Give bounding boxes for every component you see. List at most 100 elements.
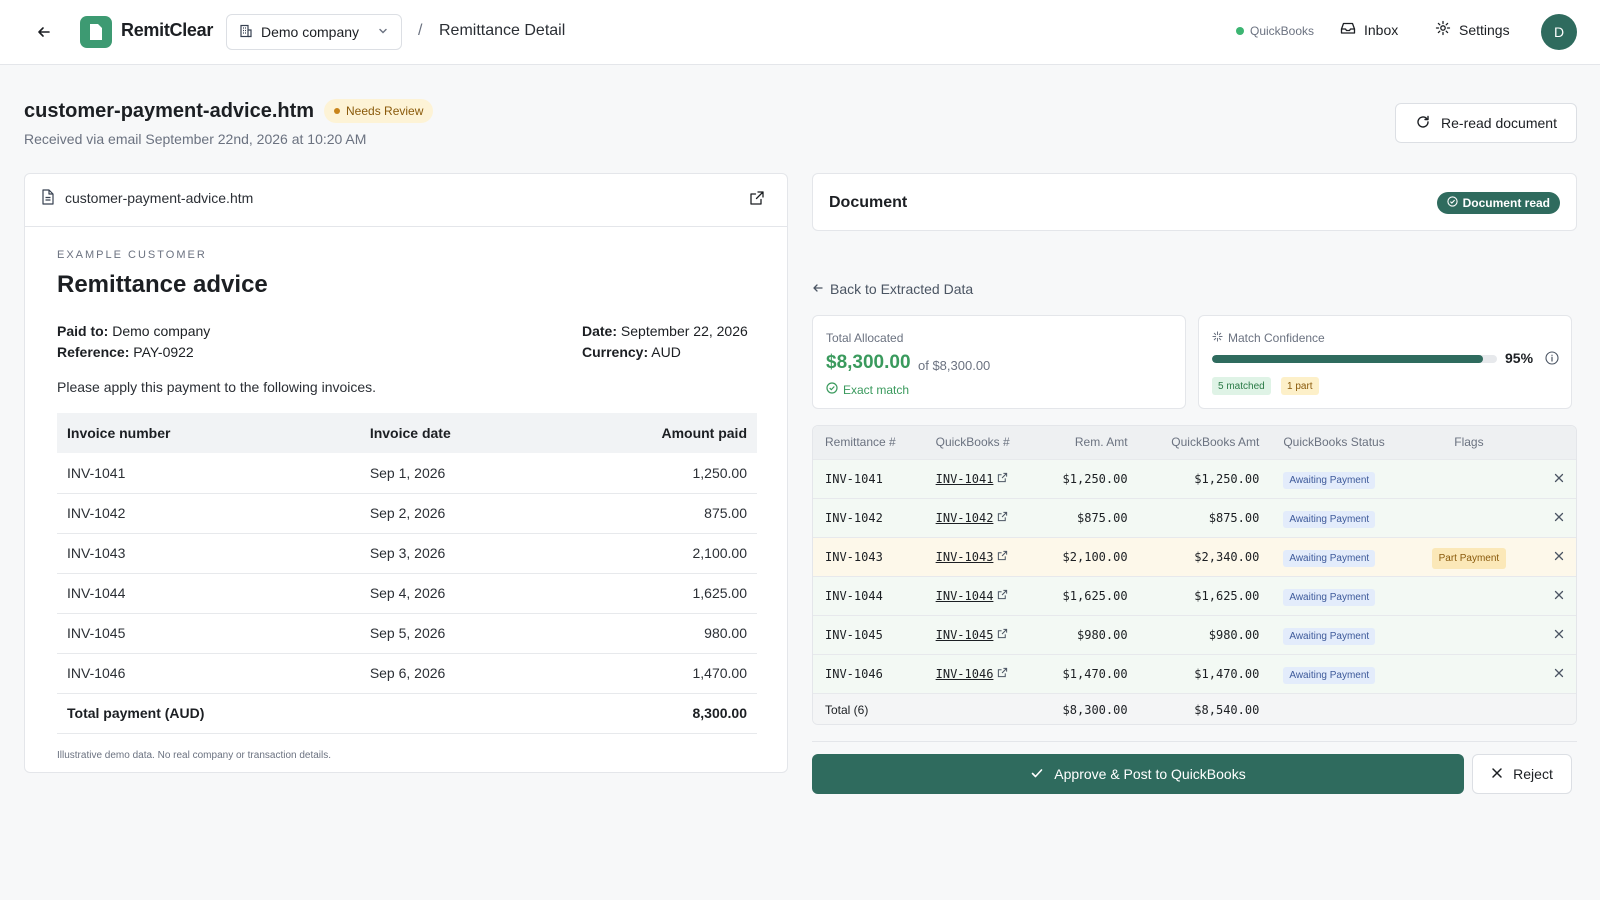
document-preview-header: customer-payment-advice.htm (25, 174, 787, 227)
inbox-link[interactable]: Inbox (1340, 20, 1398, 39)
reference-value: PAY-0922 (133, 344, 194, 360)
check-icon (1030, 766, 1044, 783)
cell-flags (1419, 575, 1519, 615)
date-label: Date: (582, 323, 618, 339)
match-table: Remittance # QuickBooks # Rem. Amt Quick… (813, 426, 1576, 724)
cell-date: Sep 3, 2026 (359, 533, 554, 574)
allocated-amount: $8,300.00 (826, 352, 911, 373)
cell-remittance: INV-1044 (813, 575, 924, 615)
app-name[interactable]: RemitClear (121, 20, 214, 40)
back-to-extracted-link[interactable]: Back to Extracted Data (812, 281, 973, 297)
invoice-table-header: Invoice number Invoice date Amount paid (57, 413, 757, 453)
reread-document-button[interactable]: Re-read document (1395, 103, 1577, 143)
cell-flags (1419, 458, 1519, 498)
cell-qb-number: INV-1042 (923, 497, 1031, 537)
table-row: INV-1044 INV-1044 $1,625.00 $1,625.00 Aw… (813, 575, 1576, 615)
external-link-icon (997, 550, 1008, 564)
received-info: Received via email September 22nd, 2026 … (24, 131, 367, 147)
qb-invoice-link[interactable]: INV-1041 (936, 472, 1009, 486)
qb-invoice-text: INV-1046 (935, 666, 994, 681)
user-avatar[interactable]: D (1541, 14, 1577, 50)
check-circle-icon (1447, 196, 1458, 210)
qb-invoice-link[interactable]: INV-1044 (936, 589, 1009, 603)
external-link-icon[interactable] (749, 190, 765, 211)
table-row: INV-1042 INV-1042 $875.00 $875.00 Awaiti… (813, 497, 1576, 537)
doc-footnote: Illustrative demo data. No real company … (57, 749, 332, 761)
info-icon[interactable] (1545, 351, 1559, 370)
remove-row-icon[interactable] (1554, 668, 1564, 678)
cell-qb-amt: $980.00 (1139, 614, 1272, 654)
qb-invoice-link[interactable]: INV-1046 (936, 667, 1009, 681)
currency-label: Currency: (582, 344, 649, 360)
reject-label: Reject (1513, 766, 1553, 782)
external-link-icon (997, 628, 1008, 642)
remove-row-icon[interactable] (1554, 512, 1564, 522)
approve-post-button[interactable]: Approve & Post to QuickBooks (812, 754, 1464, 794)
confidence-label: Match Confidence (1228, 331, 1325, 345)
cell-amount: 1,470.00 (553, 653, 757, 694)
breadcrumb-current: Remittance Detail (439, 22, 566, 39)
status-label: Needs Review (346, 104, 424, 118)
cell-invoice: INV-1045 (57, 613, 360, 654)
cell-amount: 2,100.00 (553, 533, 757, 574)
breadcrumb-separator: / (418, 22, 423, 39)
total-spacer (1518, 692, 1576, 724)
chevron-down-icon (377, 24, 389, 40)
app-logo-icon[interactable] (80, 16, 112, 48)
cell-status: Awaiting Payment (1271, 653, 1420, 693)
total-label: Total (6) (813, 692, 924, 724)
cell-qb-amt: $1,625.00 (1139, 575, 1272, 615)
cell-qb-number: INV-1041 (923, 458, 1031, 498)
cell-status: Awaiting Payment (1271, 497, 1420, 537)
remove-row-icon[interactable] (1554, 551, 1564, 561)
cell-qb-amt: $875.00 (1139, 497, 1272, 537)
qb-invoice-link[interactable]: INV-1045 (936, 628, 1009, 642)
sparkle-icon (1212, 331, 1223, 345)
currency-value: AUD (651, 344, 681, 360)
col-rem-amt: Rem. Amt (1030, 426, 1140, 459)
cell-date: Sep 5, 2026 (359, 613, 554, 654)
cell-status: Awaiting Payment (1271, 536, 1420, 576)
cell-status: Awaiting Payment (1271, 614, 1420, 654)
paid-to-label: Paid to: (57, 323, 109, 339)
cell-date: Sep 4, 2026 (359, 573, 554, 614)
exact-match-label: Exact match (843, 382, 910, 397)
cell-qb-number: INV-1043 (923, 536, 1031, 576)
cell-invoice: INV-1046 (57, 653, 360, 694)
qb-invoice-link[interactable]: INV-1042 (936, 511, 1009, 525)
table-row: INV-1042 Sep 2, 2026 875.00 (57, 493, 757, 534)
document-card: Document Document read (812, 173, 1577, 231)
cell-date: Sep 6, 2026 (359, 653, 554, 694)
cell-invoice: INV-1043 (57, 533, 360, 574)
cell-status: Awaiting Payment (1271, 575, 1420, 615)
qb-invoice-link[interactable]: INV-1043 (936, 550, 1009, 564)
cell-remittance: INV-1042 (813, 497, 924, 537)
doc-instruction: Please apply this payment to the followi… (57, 379, 377, 395)
document-card-title: Document (829, 194, 908, 211)
status-badge: Needs Review (324, 99, 434, 123)
table-row: INV-1046 INV-1046 $1,470.00 $1,470.00 Aw… (813, 653, 1576, 693)
doc-kicker: EXAMPLE CUSTOMER (57, 249, 207, 261)
total-spacer (359, 693, 554, 734)
settings-link[interactable]: Settings (1435, 20, 1510, 39)
part-payment-flag: Part Payment (1431, 547, 1507, 569)
check-circle-icon (826, 382, 838, 397)
refresh-icon (1415, 114, 1431, 133)
document-read-label: Document read (1462, 196, 1550, 210)
reject-button[interactable]: Reject (1472, 754, 1572, 794)
external-link-icon (997, 472, 1008, 486)
table-row: INV-1041 Sep 1, 2026 1,250.00 (57, 453, 757, 494)
company-selector[interactable]: Demo company (226, 14, 402, 50)
remove-row-icon[interactable] (1554, 629, 1564, 639)
invoice-table: Invoice number Invoice date Amount paid … (57, 413, 757, 734)
table-row: INV-1043 Sep 3, 2026 2,100.00 (57, 533, 757, 574)
remove-row-icon[interactable] (1554, 473, 1564, 483)
back-arrow-icon[interactable] (32, 20, 56, 44)
table-row: INV-1045 Sep 5, 2026 980.00 (57, 613, 757, 654)
cell-qb-number: INV-1046 (923, 653, 1031, 693)
cell-flags (1419, 614, 1519, 654)
remove-row-icon[interactable] (1554, 590, 1564, 600)
cell-invoice: INV-1042 (57, 493, 360, 534)
document-read-badge: Document read (1436, 192, 1560, 214)
top-bar: RemitClear Demo company / Remittance Det… (0, 0, 1600, 65)
